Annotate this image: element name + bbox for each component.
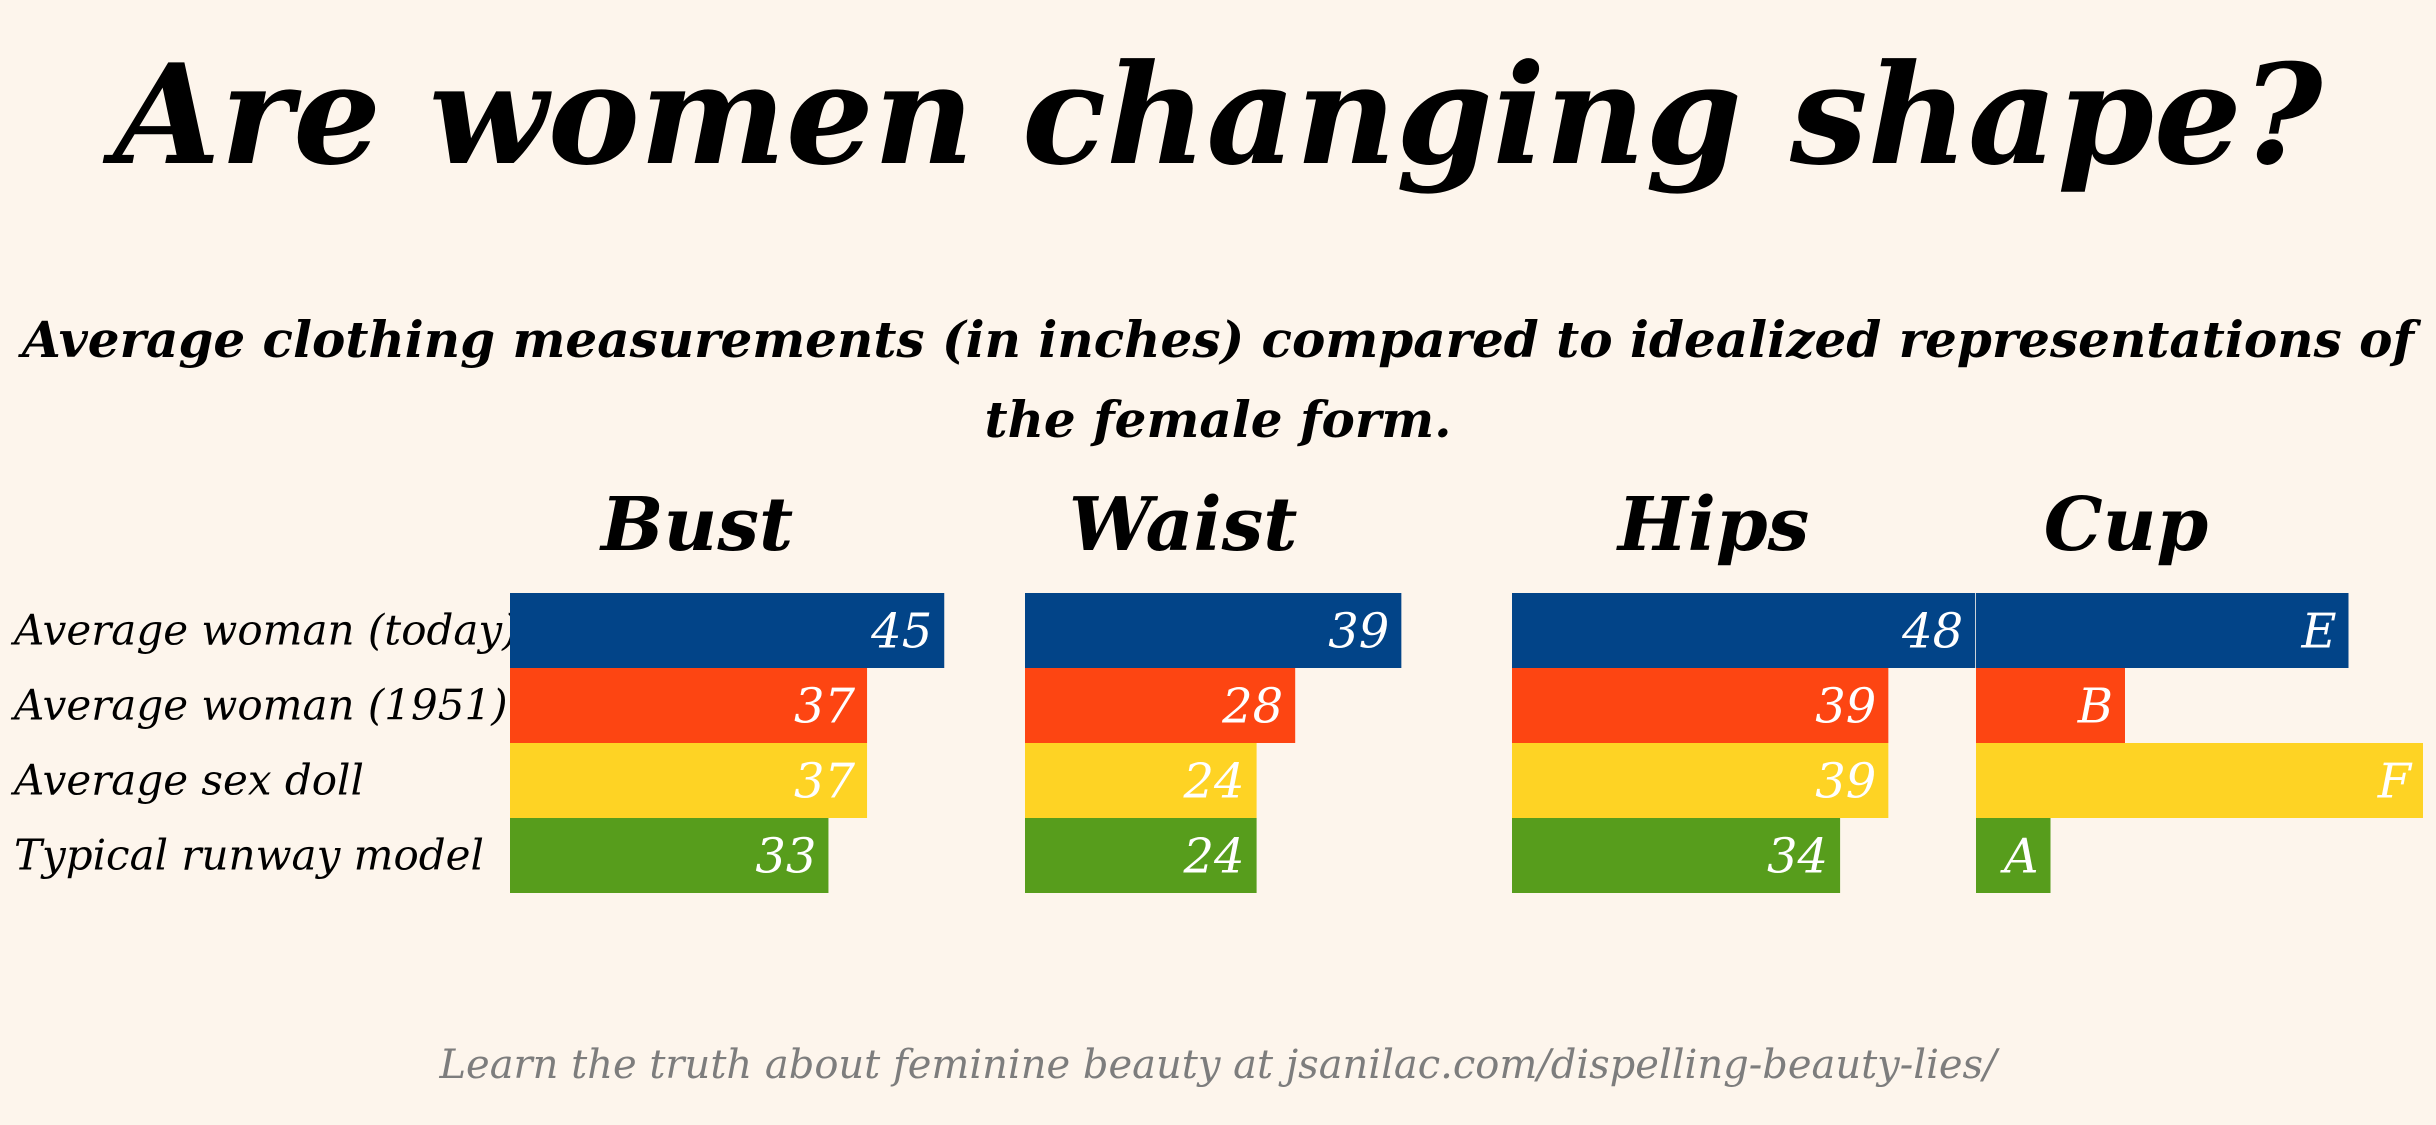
bar-value-label: 39 <box>1815 754 1876 810</box>
bar <box>1025 743 1257 818</box>
bar <box>510 743 868 818</box>
row-label: Average woman (today) <box>10 606 519 655</box>
bar <box>1025 593 1402 668</box>
bar-value-label: 28 <box>1221 679 1283 735</box>
bar <box>1025 818 1257 893</box>
bar <box>1976 743 2423 818</box>
bar-value-label: 24 <box>1183 829 1245 885</box>
bar-value-label: 34 <box>1767 829 1828 885</box>
bar <box>1025 668 1296 743</box>
bar <box>1976 818 2051 893</box>
panel-title: Waist <box>1069 482 1298 568</box>
bar-value-label: 48 <box>1901 604 1963 660</box>
bar <box>510 668 868 743</box>
bar-value-label: 39 <box>1815 679 1876 735</box>
bar-value-label: 37 <box>794 754 856 810</box>
panel-title: Cup <box>2044 482 2208 568</box>
row-label: Average woman (1951) <box>10 681 508 730</box>
chart-title: Are women changing shape? <box>113 33 2323 196</box>
bar <box>1512 818 1841 893</box>
footer-link-text[interactable]: Learn the truth about feminine beauty at… <box>439 1042 1997 1088</box>
bar-value-label: 33 <box>755 829 816 885</box>
bar <box>1512 593 1976 668</box>
bar <box>1976 593 2349 668</box>
bar-value-label: F <box>2377 754 2413 810</box>
bar-value-label: 39 <box>1328 604 1389 660</box>
bar-chart: Average woman (today) Average woman (1951… <box>10 482 2423 893</box>
bar <box>1512 743 1889 818</box>
bar-value-label: B <box>2077 679 2113 735</box>
panel-title: Bust <box>599 482 793 568</box>
bar <box>510 818 829 893</box>
panel-title: Hips <box>1616 482 1809 568</box>
bar-value-label: 45 <box>870 604 932 660</box>
bar-value-label: E <box>2300 604 2336 660</box>
bar <box>1976 668 2125 743</box>
bar <box>1512 668 1889 743</box>
bar-value-label: A <box>2000 829 2039 885</box>
chart-subtitle: Average clothing measurements (in inches… <box>21 310 2415 449</box>
row-label: Typical runway model <box>14 831 484 880</box>
bar-value-label: 24 <box>1183 754 1245 810</box>
bar <box>510 593 945 668</box>
row-label: Average sex doll <box>10 756 364 805</box>
bar-value-label: 37 <box>794 679 856 735</box>
